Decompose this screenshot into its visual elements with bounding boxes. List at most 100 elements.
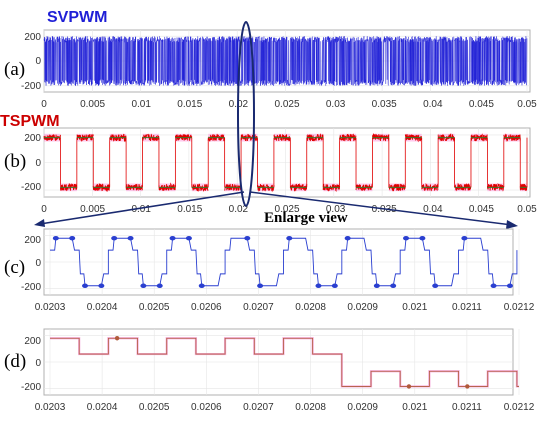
svpwm-zoom-dot bbox=[419, 236, 426, 241]
tspwm-switching bbox=[404, 134, 423, 143]
tspwm-switching bbox=[454, 182, 472, 192]
panel-b-y-ticks: 200 0 -200 bbox=[21, 133, 41, 193]
svpwm-zoom-dot bbox=[403, 236, 410, 241]
svpwm-zoom-dot bbox=[490, 283, 497, 288]
panel-a-x-ticks: 0 0.005 0.01 0.015 0.02 0.025 0.03 0.035… bbox=[41, 99, 537, 110]
zoom-arrowhead-left bbox=[34, 219, 45, 227]
tspwm-switching bbox=[257, 184, 275, 193]
tspwm-switching bbox=[339, 133, 357, 142]
tspwm-switching bbox=[224, 183, 242, 191]
panel-b-xtick: 0.01 bbox=[131, 204, 151, 215]
panel-d-ytick-neg200: -200 bbox=[21, 382, 41, 393]
panel-d-xtick: 0.0204 bbox=[87, 402, 118, 413]
panel-b-xtick: 0.04 bbox=[423, 204, 443, 215]
panel-c-xtick: 0.0211 bbox=[452, 302, 482, 313]
panel-a-xtick: 0.05 bbox=[517, 99, 537, 110]
svpwm-series bbox=[43, 35, 528, 87]
tspwm-switching bbox=[43, 134, 61, 141]
panel-b-xtick: 0.045 bbox=[469, 204, 494, 215]
tspwm-zoom-dot bbox=[465, 384, 470, 389]
zoom-annotation: Enlarge view bbox=[34, 21, 518, 229]
panel-a-label: (a) bbox=[4, 59, 25, 80]
panel-d-xtick: 0.0208 bbox=[295, 402, 326, 413]
svpwm-zoom-dot bbox=[156, 283, 163, 288]
panel-d-xtick: 0.021 bbox=[402, 402, 427, 413]
panel-d-label: (d) bbox=[4, 351, 26, 372]
panel-d-ytick-200: 200 bbox=[24, 336, 41, 347]
panel-a-xtick: 0.03 bbox=[326, 99, 346, 110]
svpwm-zoom-dot bbox=[244, 236, 251, 241]
panel-a-xtick: 0.015 bbox=[177, 99, 202, 110]
zoom-arrow-right bbox=[249, 191, 513, 226]
svpwm-zoom-dot bbox=[432, 283, 439, 288]
panel-a-series bbox=[43, 35, 528, 87]
panel-c-xtick: 0.0203 bbox=[35, 302, 66, 313]
tspwm-switching bbox=[355, 183, 373, 192]
panel-d-xtick: 0.0207 bbox=[243, 402, 274, 413]
svpwm-zoom-dot bbox=[315, 283, 322, 288]
tspwm-switching bbox=[240, 133, 258, 142]
tspwm-zoom-dot bbox=[114, 336, 120, 341]
panel-c-label: (c) bbox=[4, 257, 25, 278]
panel-c-series bbox=[50, 236, 518, 288]
panel-d-y-ticks: 200 0 -200 bbox=[21, 336, 41, 393]
zoom-ellipse bbox=[237, 21, 255, 207]
tspwm-switching bbox=[322, 183, 341, 192]
panel-b-ytick-0: 0 bbox=[35, 158, 41, 169]
panel-c-xtick: 0.021 bbox=[402, 302, 427, 313]
panel-c-ytick-0: 0 bbox=[35, 258, 41, 269]
panel-c-xtick: 0.0205 bbox=[139, 302, 170, 313]
tspwm-zoom-series bbox=[50, 337, 519, 387]
panel-c-xtick: 0.0212 bbox=[504, 302, 535, 313]
panel-d-ytick-0: 0 bbox=[35, 358, 41, 369]
tspwm-switching bbox=[109, 133, 127, 143]
panel-a-ytick-neg200: -200 bbox=[21, 81, 41, 92]
panel-d-xtick: 0.0211 bbox=[452, 402, 482, 413]
panel-d-xtick: 0.0205 bbox=[139, 402, 170, 413]
panel-d-grid bbox=[44, 329, 520, 395]
panel-b-title: TSPWM bbox=[0, 113, 60, 130]
panel-b-label: (b) bbox=[4, 151, 26, 172]
panel-d-xtick: 0.0203 bbox=[35, 402, 66, 413]
panel-d-xtick: 0.0206 bbox=[191, 402, 222, 413]
tspwm-switching bbox=[142, 133, 160, 142]
svpwm-zoom-dot bbox=[506, 283, 513, 288]
panel-a-xtick: 0.005 bbox=[80, 99, 105, 110]
tspwm-switching bbox=[191, 183, 209, 192]
tspwm-zoom-dot bbox=[406, 384, 412, 389]
panel-a-ytick-200: 200 bbox=[24, 32, 41, 43]
svpwm-zoom-dot bbox=[111, 236, 118, 241]
svpwm-zoom-dot bbox=[169, 236, 176, 241]
panel-a-xtick: 0.035 bbox=[372, 99, 397, 110]
svpwm-zoom-dot bbox=[69, 236, 76, 241]
panel-c-y-ticks: 200 0 -200 bbox=[21, 235, 41, 293]
panel-a-ytick-0: 0 bbox=[35, 56, 41, 67]
svpwm-zoom-dot bbox=[257, 283, 264, 288]
svpwm-zoom-dot bbox=[185, 236, 192, 241]
panel-c: (c) 200 0 -200 0.0203 0.0204 0.0205 0.02… bbox=[4, 228, 535, 313]
tspwm-switching bbox=[503, 133, 521, 142]
panel-c-ytick-200: 200 bbox=[24, 235, 41, 246]
svpwm-zoom-dot bbox=[344, 236, 351, 241]
svpwm-zoom-dot bbox=[461, 236, 468, 241]
panel-c-xtick: 0.0207 bbox=[243, 302, 274, 313]
panel-b-xtick: 0.02 bbox=[229, 204, 249, 215]
tspwm-switching bbox=[158, 182, 176, 191]
panel-a-xtick: 0 bbox=[41, 99, 47, 110]
panel-b-xtick: 0.025 bbox=[274, 204, 299, 215]
svpwm-zoom-dot bbox=[331, 283, 338, 288]
tspwm-switching bbox=[470, 133, 488, 142]
panel-a-y-ticks: 200 0 -200 bbox=[21, 32, 41, 92]
panel-b-xtick: 0.03 bbox=[326, 204, 346, 215]
panel-d-x-ticks: 0.0203 0.0204 0.0205 0.0206 0.0207 0.020… bbox=[35, 402, 535, 413]
panel-b-xtick: 0.015 bbox=[177, 204, 202, 215]
panel-b: TSPWM (b) 200 0 -200 0 0.005 0.01 0.015 … bbox=[0, 113, 537, 215]
panel-b-ytick-neg200: -200 bbox=[21, 182, 41, 193]
panel-b-xtick: 0.05 bbox=[517, 204, 537, 215]
panel-c-x-ticks: 0.0203 0.0204 0.0205 0.0206 0.0207 0.020… bbox=[35, 302, 535, 313]
svpwm-zoom-dot bbox=[373, 283, 380, 288]
zoom-arrow-left bbox=[39, 191, 245, 225]
tspwm-switching bbox=[388, 183, 406, 192]
panel-b-xtick: 0.005 bbox=[80, 204, 105, 215]
